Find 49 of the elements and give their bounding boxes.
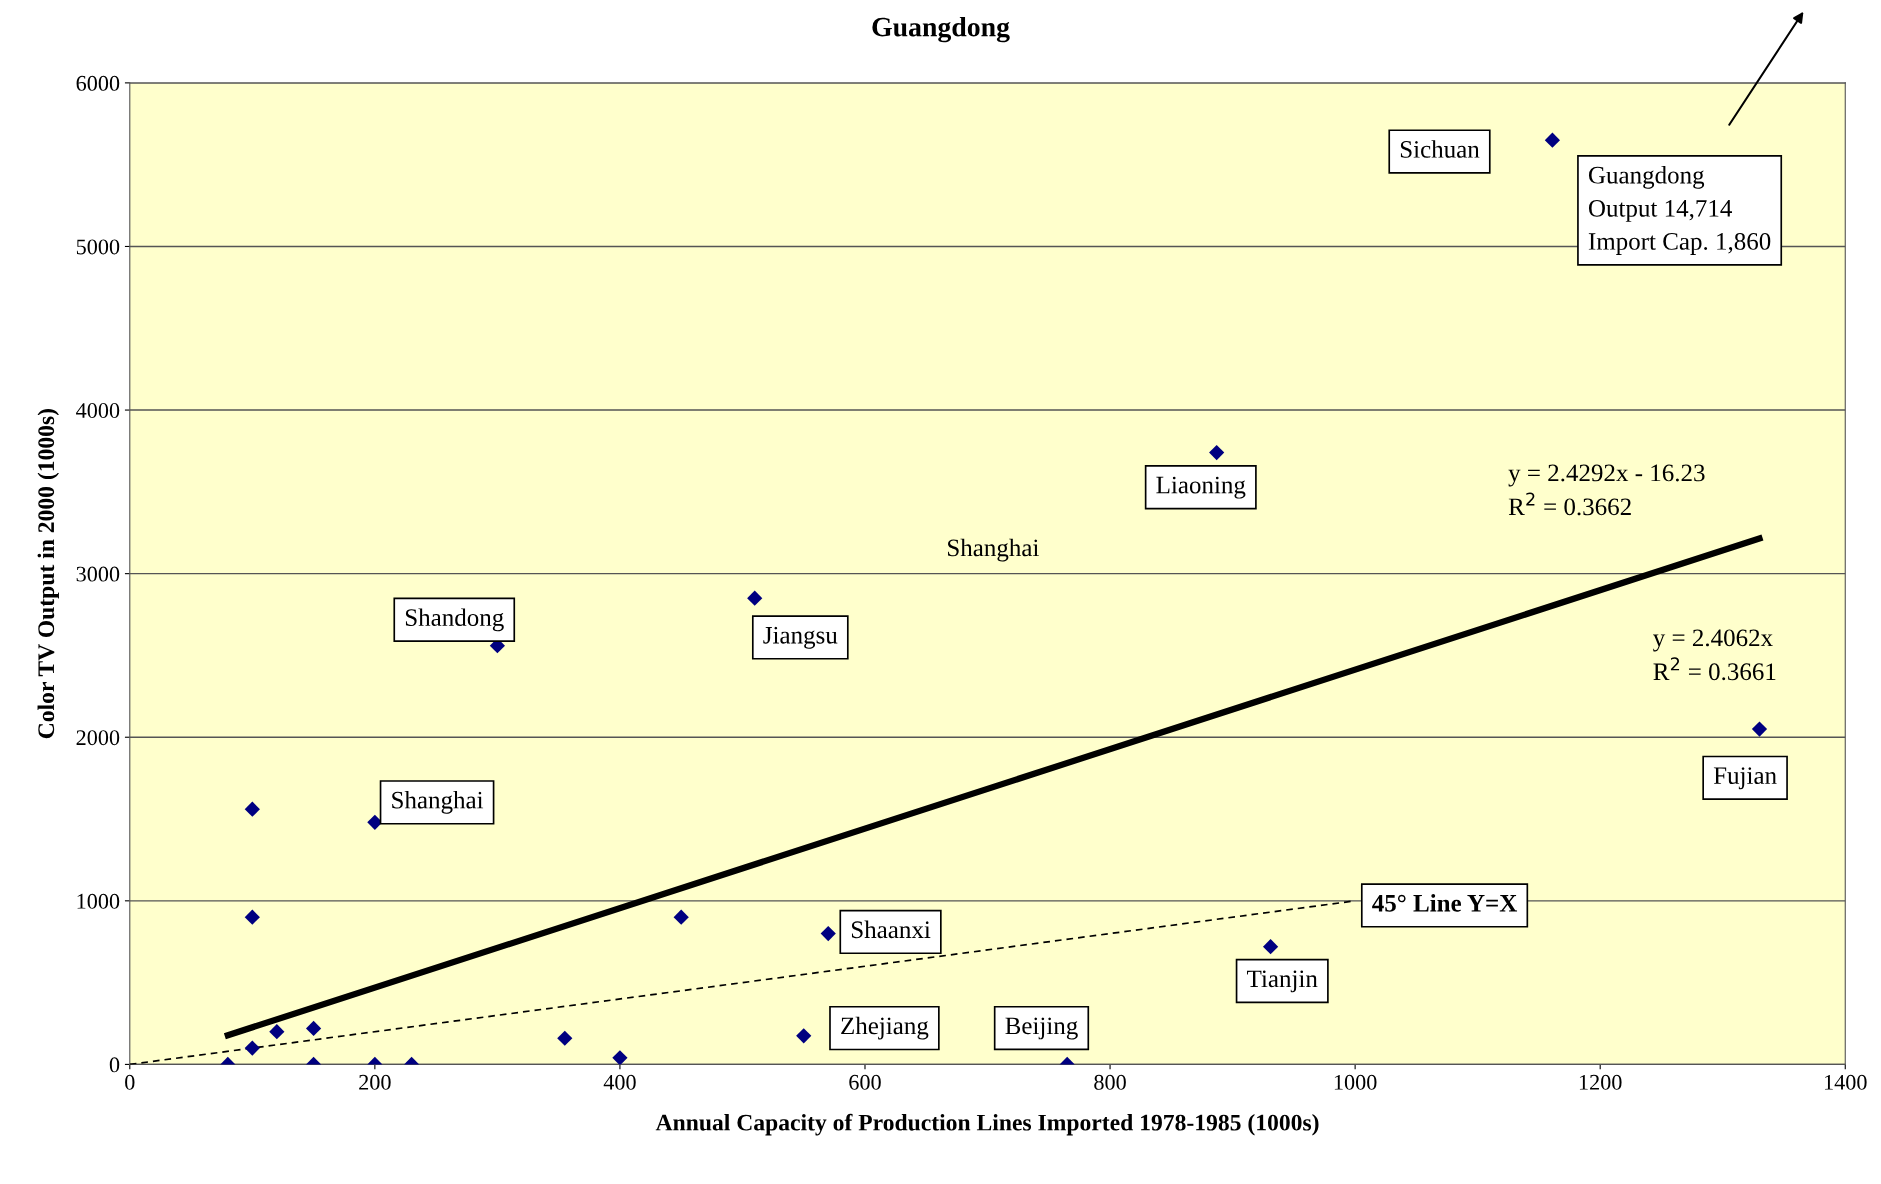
point xyxy=(244,909,260,925)
annotation: Shanghai xyxy=(948,538,1039,562)
point xyxy=(1751,721,1768,737)
point xyxy=(673,909,689,925)
point xyxy=(796,1028,812,1044)
annotation: Zhejiang xyxy=(841,1016,929,1040)
y-tick-label: 2000 xyxy=(76,730,120,746)
point xyxy=(269,1024,285,1040)
x-tick-label: 400 xyxy=(603,1074,636,1090)
annotation: Shaanxi xyxy=(851,920,931,939)
y-tick-label: 3000 xyxy=(76,566,120,582)
y-tick-label: 1000 xyxy=(77,893,120,909)
point xyxy=(557,1030,573,1046)
annotation: Shandong xyxy=(405,608,504,632)
y-axis-title: Color TV Output in 2000 (1000s) xyxy=(37,409,59,739)
annotation: Fujian xyxy=(1713,767,1777,790)
annotation: Sichuan xyxy=(1400,140,1480,158)
annotation: Liaoning xyxy=(1156,476,1246,499)
annotation: y = 2.4062x R$^{2}$ = 0.3661 xyxy=(1653,629,1776,681)
annotation: Tianjin xyxy=(1247,970,1318,993)
y-tick-label: 5000 xyxy=(76,239,120,255)
annotation: y = 2.4292x - 16.23 R$^{2}$ = 0.3662 xyxy=(1508,464,1705,516)
point xyxy=(367,814,383,830)
x-tick-label: 1400 xyxy=(1824,1074,1867,1090)
annotation: Guangdong Output 14,714 Import Cap. 1,860 xyxy=(1588,166,1771,255)
point xyxy=(747,590,763,606)
point xyxy=(1544,132,1561,148)
point xyxy=(1262,939,1279,955)
point xyxy=(612,1050,628,1065)
point xyxy=(1209,444,1225,461)
point xyxy=(305,1020,322,1037)
annotation: Beijing xyxy=(1005,1017,1078,1040)
y-tick-label: 6000 xyxy=(76,75,120,91)
x-tick-label: 800 xyxy=(1094,1074,1126,1090)
point xyxy=(244,1040,260,1056)
x-tick-label: 200 xyxy=(359,1074,391,1090)
x-tick-label: 1200 xyxy=(1579,1074,1622,1090)
x-tick-label: 1000 xyxy=(1334,1074,1377,1090)
annotation: Jiangsu xyxy=(763,626,838,649)
annotation: Shanghai xyxy=(392,790,484,814)
y-tick-label: 4000 xyxy=(76,402,120,418)
x-tick-label: 600 xyxy=(849,1074,881,1090)
point xyxy=(820,925,836,942)
annotation: 45° Line Y=X xyxy=(1372,894,1518,912)
x-axis-title: Annual Capacity of Production Lines Imported 1978-1985 (1000s) xyxy=(655,1113,1319,1136)
y-tick-label: 0 xyxy=(109,1057,120,1073)
x-tick-label: 0 xyxy=(125,1074,135,1090)
chart-title: Guangdong xyxy=(872,16,1010,43)
point xyxy=(244,801,260,817)
